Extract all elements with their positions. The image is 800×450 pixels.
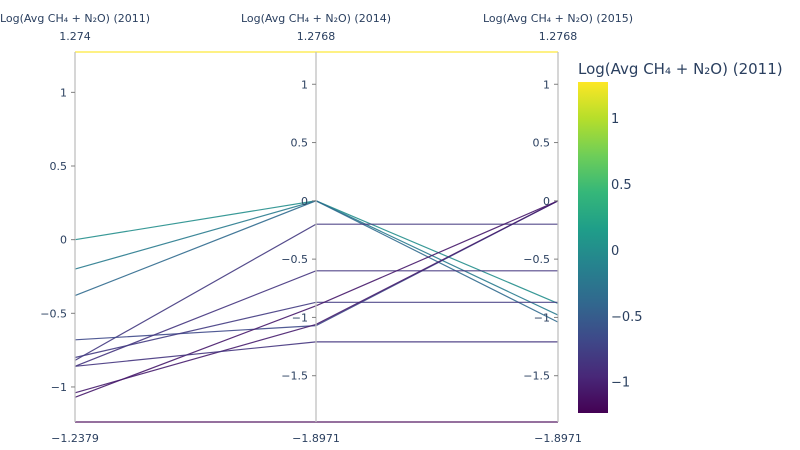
axis-tick-label-2011: 0 [60, 234, 67, 247]
colorbar-tick-label: −0.5 [611, 310, 643, 325]
axis-tick-label-2011: −1 [51, 381, 67, 394]
axis-range-bottom-2015: −1.8971 [534, 432, 582, 445]
colorbar-tick-label: −1 [611, 376, 630, 391]
axis-tick-label-2014: 0.5 [291, 137, 309, 150]
colorbar-tick-label: 0.5 [611, 178, 632, 193]
axis-tick-label-2014: −1.5 [281, 370, 308, 383]
axis-range-top-2014: 1.2768 [297, 30, 336, 43]
axis-range-bottom-2014: −1.8971 [292, 432, 340, 445]
axis-range-top-2011: 1.274 [59, 30, 91, 43]
colorbar-title: Log(Avg CH₄ + N₂O) (2011) [578, 60, 783, 78]
axis-title-2011: Log(Avg CH₄ + N₂O) (2011) [0, 12, 150, 25]
axis-range-top-2015: 1.2768 [539, 30, 578, 43]
axis-range-bottom-2011: −1.2379 [51, 432, 99, 445]
colorbar: Log(Avg CH₄ + N₂O) (2011) 1 0.5 0 −0.5 −1 [578, 60, 783, 413]
axis-tick-label-2015: 0 [543, 195, 550, 208]
axis-tick-label-2014: −1 [292, 311, 308, 324]
colorbar-tick-label: 1 [611, 112, 619, 127]
axis-title-2015: Log(Avg CH₄ + N₂O) (2015) [483, 12, 633, 25]
axis-tick-label-2011: 1 [60, 86, 67, 99]
axis-tick-label-2011: 0.5 [50, 160, 68, 173]
axis-tick-label-2014: −0.5 [281, 253, 308, 266]
colorbar-tick-label: 0 [611, 244, 619, 259]
axis-tick-label-2014: 0 [301, 195, 308, 208]
axis-2015[interactable]: Log(Avg CH₄ + N₂O) (2015) 1.2768 −1.8971… [483, 12, 633, 445]
axis-tick-label-2011: −0.5 [40, 307, 67, 320]
axis-tick-label-2015: −1.5 [523, 370, 550, 383]
axis-title-2014: Log(Avg CH₄ + N₂O) (2014) [241, 12, 391, 25]
axis-2014[interactable]: Log(Avg CH₄ + N₂O) (2014) 1.2768 −1.8971… [241, 12, 391, 445]
axis-tick-label-2015: −0.5 [523, 253, 550, 266]
axis-tick-label-2015: 1 [543, 78, 550, 91]
axis-tick-label-2014: 1 [301, 78, 308, 91]
axes: Log(Avg CH₄ + N₂O) (2011) 1.274 −1.2379 … [0, 12, 633, 445]
axis-tick-label-2015: −1 [534, 311, 550, 324]
axis-2011[interactable]: Log(Avg CH₄ + N₂O) (2011) 1.274 −1.2379 … [0, 12, 150, 445]
colorbar-gradient [578, 82, 608, 413]
axis-tick-label-2015: 0.5 [533, 137, 551, 150]
